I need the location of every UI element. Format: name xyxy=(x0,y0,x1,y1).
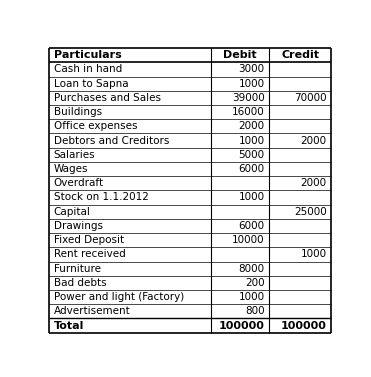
Text: 25000: 25000 xyxy=(294,207,327,217)
Text: Overdraft: Overdraft xyxy=(53,178,104,188)
Text: 1000: 1000 xyxy=(239,292,265,302)
Text: Wages: Wages xyxy=(53,164,88,174)
Text: Capital: Capital xyxy=(53,207,91,217)
Text: 800: 800 xyxy=(245,306,265,316)
Text: Loan to Sapna: Loan to Sapna xyxy=(53,79,128,89)
Text: 1000: 1000 xyxy=(239,136,265,146)
Text: 2000: 2000 xyxy=(301,136,327,146)
Text: Debit: Debit xyxy=(223,50,257,60)
Text: Buildings: Buildings xyxy=(53,107,102,117)
Text: Debtors and Creditors: Debtors and Creditors xyxy=(53,136,169,146)
Text: Drawings: Drawings xyxy=(53,221,102,231)
Text: Power and light (Factory): Power and light (Factory) xyxy=(53,292,184,302)
Text: 6000: 6000 xyxy=(239,164,265,174)
Text: 6000: 6000 xyxy=(239,221,265,231)
Text: Office expenses: Office expenses xyxy=(53,121,137,131)
Text: Stock on 1.1.2012: Stock on 1.1.2012 xyxy=(53,193,148,202)
Text: Total: Total xyxy=(53,320,84,331)
Text: 100000: 100000 xyxy=(219,320,265,331)
Text: 5000: 5000 xyxy=(239,150,265,160)
Text: 16000: 16000 xyxy=(232,107,265,117)
Text: 10000: 10000 xyxy=(232,235,265,245)
Text: 1000: 1000 xyxy=(301,250,327,259)
Text: 100000: 100000 xyxy=(281,320,327,331)
Text: Rent received: Rent received xyxy=(53,250,125,259)
Text: Salaries: Salaries xyxy=(53,150,95,160)
Text: 70000: 70000 xyxy=(294,93,327,103)
Text: 1000: 1000 xyxy=(239,193,265,202)
Text: Fixed Deposit: Fixed Deposit xyxy=(53,235,124,245)
Text: Advertisement: Advertisement xyxy=(53,306,130,316)
Text: Bad debts: Bad debts xyxy=(53,278,106,288)
Text: 2000: 2000 xyxy=(301,178,327,188)
Text: 1000: 1000 xyxy=(239,79,265,89)
Text: 200: 200 xyxy=(245,278,265,288)
Text: Cash in hand: Cash in hand xyxy=(53,64,122,75)
Text: 8000: 8000 xyxy=(239,264,265,274)
Text: 3000: 3000 xyxy=(239,64,265,75)
Text: Purchases and Sales: Purchases and Sales xyxy=(53,93,161,103)
Text: Particulars: Particulars xyxy=(53,50,121,60)
Text: Furniture: Furniture xyxy=(53,264,101,274)
Text: 2000: 2000 xyxy=(239,121,265,131)
Text: Credit: Credit xyxy=(281,50,319,60)
Text: 39000: 39000 xyxy=(232,93,265,103)
